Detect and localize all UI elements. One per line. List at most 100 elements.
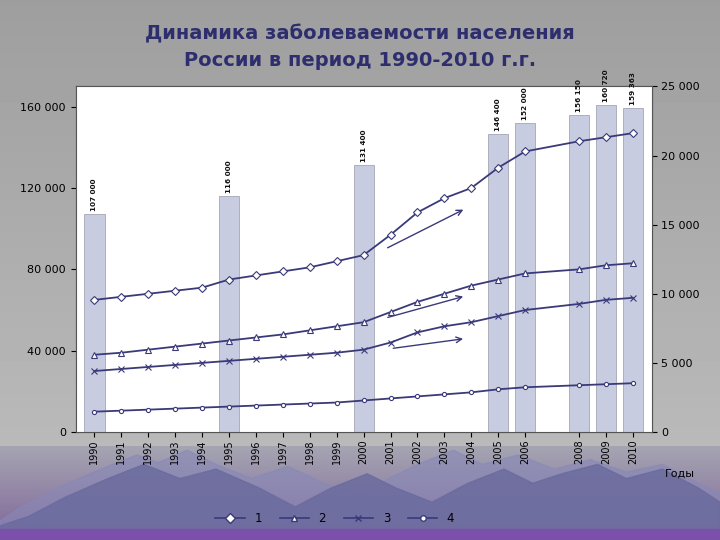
4: [521, 384, 529, 390]
1: [144, 291, 153, 297]
2: [601, 262, 610, 268]
4: [90, 408, 99, 415]
4: [171, 406, 179, 412]
4: [279, 401, 287, 408]
3: [279, 354, 287, 360]
4: [386, 395, 395, 402]
3: [494, 313, 503, 319]
3: [144, 364, 153, 370]
1: [575, 138, 583, 145]
1: [386, 232, 395, 238]
Text: 152 000: 152 000: [522, 87, 528, 120]
4: [467, 389, 476, 396]
1: [440, 195, 449, 201]
2: [521, 270, 529, 276]
4: [413, 393, 422, 400]
1: [279, 268, 287, 275]
4: [494, 386, 503, 393]
1: [359, 252, 368, 258]
Text: 160 720: 160 720: [603, 70, 609, 102]
Text: 159 363: 159 363: [630, 72, 636, 105]
2: [359, 319, 368, 326]
4: [359, 397, 368, 404]
1: [171, 287, 179, 294]
Line: 1: 1: [91, 130, 636, 302]
1: [251, 272, 260, 279]
4: [440, 391, 449, 397]
3: [90, 368, 99, 374]
Bar: [488, 134, 508, 432]
3: [467, 319, 476, 326]
2: [144, 347, 153, 353]
1: [521, 148, 529, 154]
Bar: [623, 108, 643, 432]
Text: Динамика заболеваемости населения: Динамика заболеваемости населения: [145, 24, 575, 43]
3: [171, 362, 179, 368]
3: [225, 357, 233, 364]
3: [575, 301, 583, 307]
Bar: [0, 529, 720, 540]
Polygon shape: [0, 464, 720, 540]
Bar: [354, 165, 374, 432]
Bar: [595, 105, 616, 432]
3: [198, 360, 207, 366]
2: [494, 276, 503, 283]
2: [386, 309, 395, 315]
3: [251, 355, 260, 362]
Text: России в период 1990-2010 г.г.: России в период 1990-2010 г.г.: [184, 51, 536, 70]
2: [629, 260, 637, 267]
1: [601, 134, 610, 140]
4: [225, 403, 233, 410]
Text: 156 150: 156 150: [576, 79, 582, 111]
4: [601, 381, 610, 388]
4: [305, 400, 314, 407]
1: [90, 296, 99, 303]
Text: 116 000: 116 000: [226, 160, 232, 193]
4: [144, 407, 153, 413]
Text: 107 000: 107 000: [91, 179, 97, 212]
2: [225, 338, 233, 344]
2: [251, 334, 260, 341]
3: [629, 295, 637, 301]
2: [467, 282, 476, 289]
2: [305, 327, 314, 334]
3: [601, 296, 610, 303]
Bar: [84, 214, 104, 432]
2: [413, 299, 422, 305]
3: [413, 329, 422, 336]
1: [333, 258, 341, 265]
4: [198, 404, 207, 411]
1: [413, 209, 422, 215]
2: [279, 331, 287, 338]
3: [305, 352, 314, 358]
2: [440, 291, 449, 297]
2: [575, 266, 583, 273]
2: [90, 352, 99, 358]
1: [225, 276, 233, 283]
1: [629, 130, 637, 137]
4: [117, 407, 126, 414]
Text: Годы: Годы: [665, 469, 695, 478]
2: [117, 349, 126, 356]
Legend: 1, 2, 3, 4: 1, 2, 3, 4: [211, 508, 459, 530]
3: [359, 347, 368, 353]
Text: 146 400: 146 400: [495, 99, 501, 131]
1: [117, 294, 126, 300]
2: [198, 340, 207, 347]
3: [386, 339, 395, 346]
2: [171, 343, 179, 350]
4: [629, 380, 637, 387]
3: [117, 366, 126, 372]
Bar: [569, 114, 589, 432]
Line: 4: 4: [92, 381, 635, 414]
Line: 2: 2: [91, 260, 636, 357]
4: [575, 382, 583, 388]
3: [521, 307, 529, 313]
1: [494, 165, 503, 171]
1: [305, 264, 314, 271]
Line: 3: 3: [91, 295, 636, 374]
Polygon shape: [0, 450, 720, 540]
4: [333, 399, 341, 406]
Bar: [219, 196, 239, 432]
4: [251, 402, 260, 409]
